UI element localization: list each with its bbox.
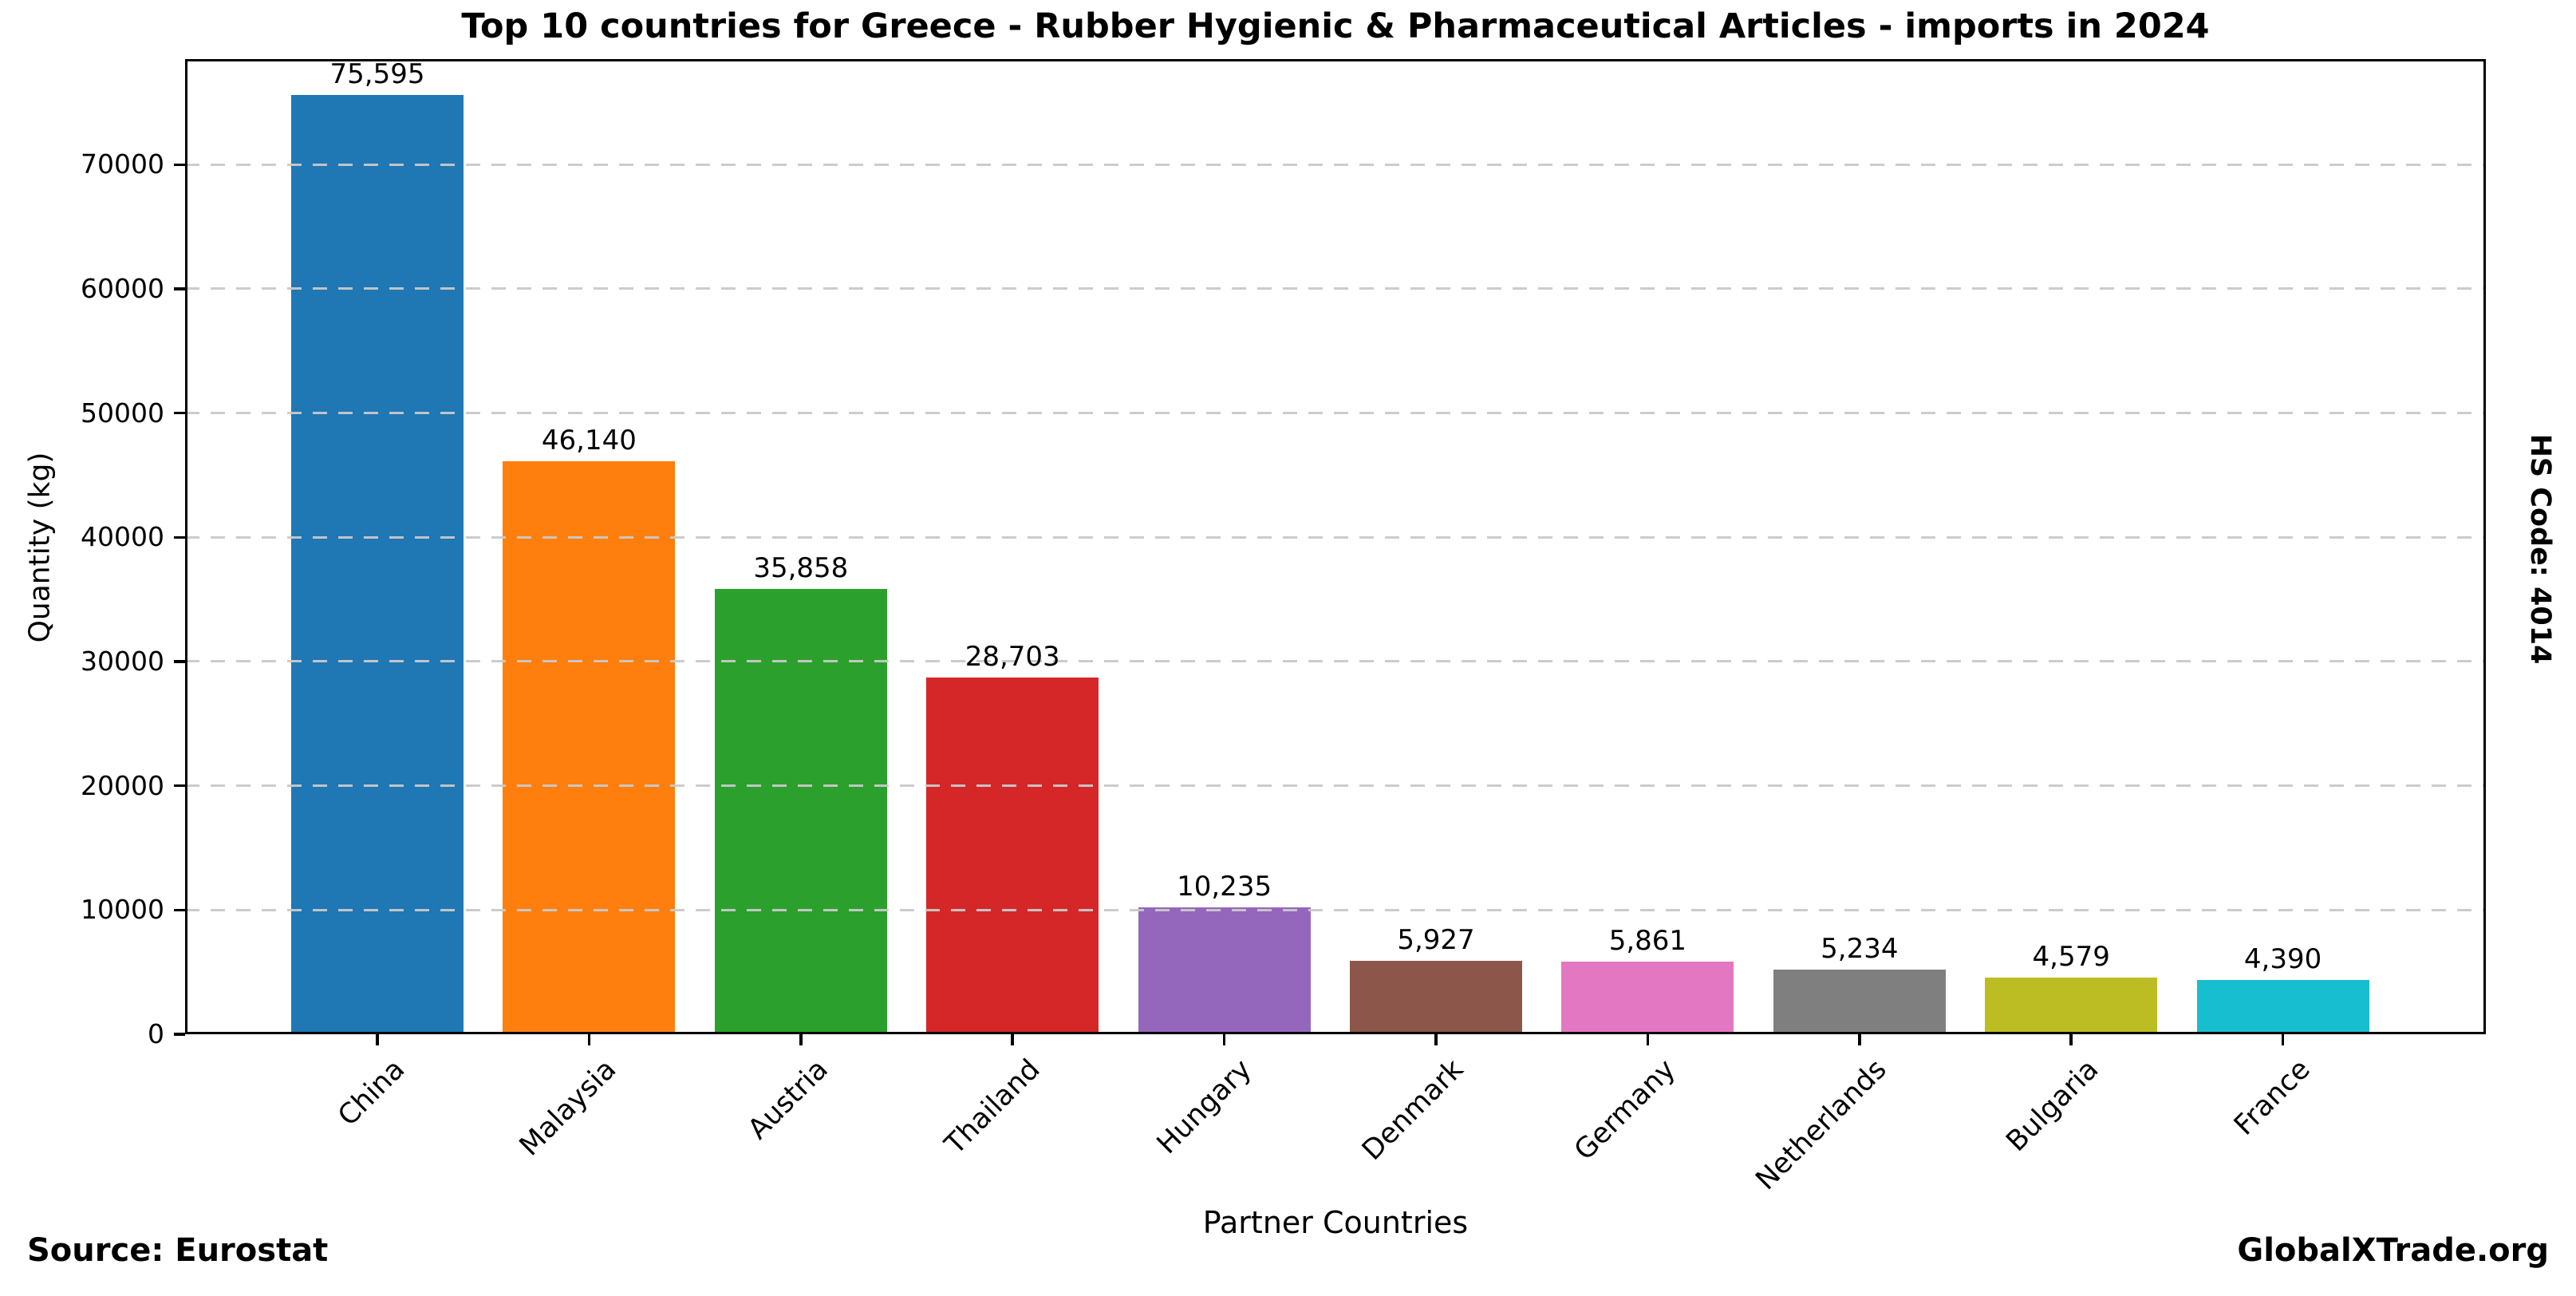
bar-value-label: 75,595	[329, 58, 425, 91]
bar-value-label: 4,579	[2032, 940, 2110, 973]
watermark: GlobalXTrade.org	[2237, 1232, 2549, 1269]
bar-malaysia	[503, 460, 676, 1034]
x-tick-label: Thailand	[938, 1053, 1047, 1161]
x-tick-mark	[799, 1034, 803, 1045]
y-gridline	[185, 163, 2486, 166]
y-tick-label: 30000	[81, 645, 164, 677]
y-tick-mark	[174, 411, 185, 415]
bar-netherlands	[1773, 969, 1946, 1034]
y-tick-label: 70000	[81, 148, 164, 180]
y-gridline	[185, 287, 2486, 290]
y-tick-mark	[174, 535, 185, 539]
bar-value-label: 5,861	[1608, 924, 1687, 957]
x-tick-label: Hungary	[1150, 1053, 1258, 1160]
y-tick-label: 20000	[81, 769, 164, 801]
x-tick-mark	[587, 1034, 591, 1045]
bar-germany	[1561, 961, 1734, 1034]
bar-value-label: 35,858	[753, 551, 849, 584]
x-tick-mark	[1858, 1034, 1861, 1045]
x-tick-mark	[1646, 1034, 1650, 1045]
y-tick-label: 60000	[81, 272, 164, 304]
y-tick-mark	[174, 660, 185, 663]
y-gridline	[185, 412, 2486, 415]
x-tick-label: Austria	[742, 1053, 835, 1146]
bar-value-label: 5,927	[1397, 923, 1475, 956]
bar-bulgaria	[1985, 977, 2158, 1034]
y-tick-label: 40000	[81, 521, 164, 553]
source-note: Source: Eurostat	[27, 1232, 329, 1269]
bar-value-label: 28,703	[965, 641, 1060, 674]
x-tick-mark	[1434, 1034, 1438, 1045]
x-tick-label: Denmark	[1356, 1053, 1470, 1168]
x-tick-label: France	[2228, 1053, 2317, 1142]
y-tick-mark	[174, 163, 185, 167]
x-tick-mark	[1011, 1034, 1014, 1045]
bar-hungary	[1138, 907, 1311, 1034]
bar-china	[291, 95, 464, 1034]
chart-title: Top 10 countries for Greece - Rubber Hyg…	[461, 6, 2210, 46]
y-gridline	[185, 660, 2486, 663]
y-gridline	[185, 784, 2486, 788]
bar-value-label: 4,390	[2243, 942, 2322, 975]
y-tick-mark	[174, 1033, 185, 1036]
x-tick-label: Malaysia	[514, 1053, 623, 1163]
bar-france	[2196, 979, 2369, 1034]
y-tick-mark	[174, 908, 185, 912]
y-tick-label: 50000	[81, 397, 164, 429]
x-tick-label: Bulgaria	[2000, 1053, 2105, 1158]
x-tick-label: Netherlands	[1750, 1053, 1894, 1197]
y-tick-label: 0	[148, 1018, 164, 1049]
y-gridline	[185, 908, 2486, 911]
bar-value-label: 46,140	[541, 424, 637, 456]
x-tick-label: Germany	[1568, 1053, 1682, 1168]
x-tick-mark	[2069, 1034, 2073, 1045]
bar-value-label: 10,235	[1177, 870, 1272, 903]
bar-thailand	[926, 678, 1099, 1034]
y-tick-mark	[174, 287, 185, 290]
x-tick-label: China	[332, 1053, 412, 1132]
y-tick-mark	[174, 784, 185, 788]
y-tick-label: 10000	[81, 894, 164, 926]
bar-austria	[714, 588, 887, 1034]
x-axis-label: Partner Countries	[1202, 1205, 1469, 1240]
y-gridline	[185, 535, 2486, 539]
x-tick-mark	[2281, 1034, 2285, 1045]
x-tick-mark	[1222, 1034, 1226, 1045]
bar-denmark	[1350, 960, 1522, 1034]
hs-code-label: HS Code: 4014	[2524, 433, 2556, 665]
x-tick-mark	[376, 1034, 379, 1045]
bar-value-label: 5,234	[1821, 932, 1899, 965]
